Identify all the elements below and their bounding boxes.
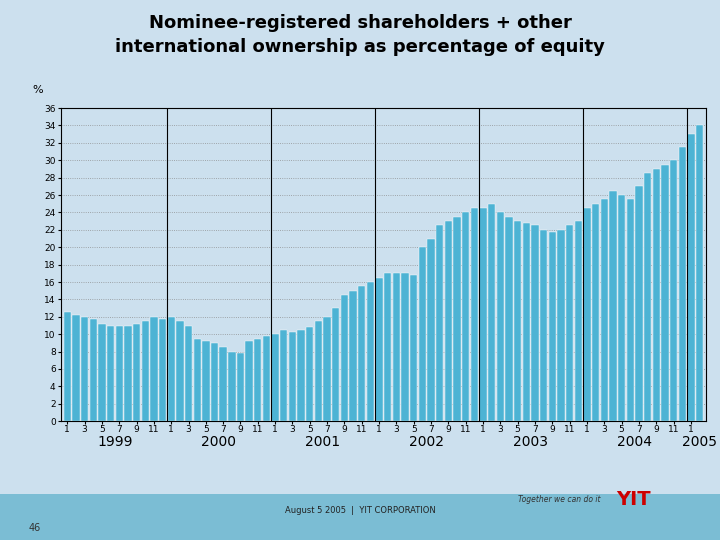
Bar — [514, 221, 521, 421]
Bar — [428, 239, 435, 421]
Text: 2005: 2005 — [682, 435, 717, 449]
Bar — [635, 186, 642, 421]
Bar — [297, 330, 305, 421]
Bar — [531, 226, 539, 421]
Text: 46: 46 — [29, 523, 41, 533]
Bar — [557, 230, 564, 421]
Bar — [618, 195, 625, 421]
Bar — [575, 221, 582, 421]
Bar — [384, 273, 392, 421]
Text: Together we can do it: Together we can do it — [518, 495, 601, 504]
Bar — [220, 347, 227, 421]
Bar — [289, 333, 296, 421]
Bar — [505, 217, 513, 421]
Bar — [263, 336, 270, 421]
Bar — [349, 291, 357, 421]
Bar — [375, 278, 383, 421]
Bar — [332, 308, 339, 421]
Bar — [63, 313, 71, 421]
Bar — [366, 282, 374, 421]
Text: 1999: 1999 — [97, 435, 132, 449]
Bar — [315, 321, 322, 421]
Bar — [159, 319, 166, 421]
Bar — [168, 317, 175, 421]
Bar — [142, 321, 149, 421]
Bar — [185, 326, 192, 421]
Bar — [401, 273, 409, 421]
Bar — [107, 326, 114, 421]
Bar — [540, 230, 547, 421]
Bar — [202, 341, 210, 421]
Bar — [462, 212, 469, 421]
Bar — [670, 160, 678, 421]
Bar — [600, 199, 608, 421]
Bar — [115, 326, 123, 421]
Bar — [280, 330, 287, 421]
Text: Nominee-registered shareholders + other: Nominee-registered shareholders + other — [148, 14, 572, 31]
Bar — [211, 343, 218, 421]
Bar — [89, 319, 97, 421]
Bar — [150, 317, 158, 421]
Bar — [341, 295, 348, 421]
Bar — [488, 204, 495, 421]
Bar — [323, 317, 330, 421]
Bar — [228, 352, 235, 421]
Bar — [410, 275, 418, 421]
Bar — [445, 221, 452, 421]
Text: 2002: 2002 — [409, 435, 444, 449]
Text: %: % — [32, 85, 42, 96]
Bar — [583, 208, 590, 421]
Bar — [652, 169, 660, 421]
Bar — [98, 324, 106, 421]
FancyBboxPatch shape — [0, 494, 720, 540]
Text: 2000: 2000 — [202, 435, 236, 449]
Text: 2004: 2004 — [617, 435, 652, 449]
Bar — [644, 173, 652, 421]
Bar — [471, 208, 478, 421]
Text: 2003: 2003 — [513, 435, 548, 449]
Bar — [497, 212, 504, 421]
Bar — [358, 286, 366, 421]
Bar — [194, 339, 201, 421]
Bar — [72, 315, 80, 421]
Bar — [176, 321, 184, 421]
Bar — [81, 317, 89, 421]
Bar — [549, 232, 556, 421]
Bar — [246, 341, 253, 421]
Bar — [592, 204, 599, 421]
Bar — [678, 147, 686, 421]
Bar — [523, 223, 530, 421]
Bar — [237, 353, 244, 421]
Bar — [626, 199, 634, 421]
Bar — [254, 339, 261, 421]
Bar — [392, 273, 400, 421]
Text: August 5 2005  |  YIT CORPORATION: August 5 2005 | YIT CORPORATION — [284, 506, 436, 515]
Bar — [609, 191, 616, 421]
Bar — [454, 217, 461, 421]
Text: 2001: 2001 — [305, 435, 341, 449]
Bar — [687, 134, 695, 421]
Bar — [661, 165, 669, 421]
Bar — [306, 327, 313, 421]
Text: YIT: YIT — [616, 490, 651, 509]
Text: international ownership as percentage of equity: international ownership as percentage of… — [115, 38, 605, 56]
Bar — [133, 324, 140, 421]
Bar — [419, 247, 426, 421]
Bar — [566, 226, 573, 421]
Bar — [696, 125, 703, 421]
Bar — [125, 326, 132, 421]
Bar — [436, 226, 444, 421]
Bar — [480, 208, 487, 421]
Bar — [271, 334, 279, 421]
